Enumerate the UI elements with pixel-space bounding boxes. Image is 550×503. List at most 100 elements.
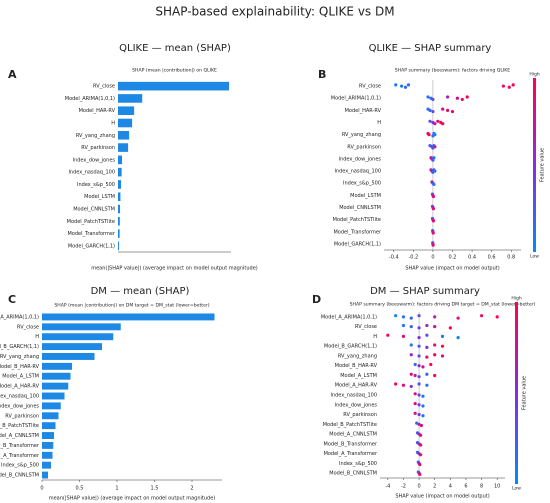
beeswarm-point [425,355,429,359]
bar [118,143,129,152]
beeswarm-point [431,243,435,247]
x-axis-label: mean(|SHAP value|) (average impact on mo… [49,496,216,502]
bar [42,382,69,390]
bar [42,422,56,430]
beeswarm-point [394,314,398,318]
bar [42,461,51,469]
beeswarm-point [401,383,406,387]
colorbar [515,302,518,484]
beeswarm-point [417,336,421,340]
y-tick-label: Index_dow_jones [0,403,39,409]
beeswarm-point [417,314,421,318]
beeswarm-point [421,404,425,408]
beeswarm-point [421,414,425,418]
y-tick-label: Model_ARIMA(1,0,1) [65,96,115,102]
beeswarm-point [401,323,406,328]
bar [42,343,102,351]
bar [42,353,95,360]
bar [118,216,120,226]
beeswarm-point [431,231,435,235]
y-tick-label: H [373,334,377,340]
beeswarm-point [433,343,437,347]
beeswarm-point [409,372,413,376]
x-tick-label: 0.8 [507,255,515,261]
x-tick-label: 0.4 [468,255,476,261]
beeswarm-point [448,326,452,330]
panel-title: DM — mean (SHAP) [91,286,190,297]
x-tick-label: 8 [480,484,483,490]
y-tick-label: Model_CNNLSTM [339,205,381,211]
y-tick-label: Model_HAR-RV [345,108,382,114]
beeswarm-point [425,323,429,328]
bar [42,471,48,479]
bar [118,204,121,214]
y-tick-label: Model_B_GARCH(1,1) [0,344,39,350]
y-tick-label: Model_A_ARIMA(1,0,1) [0,314,39,320]
beeswarm-point [432,182,436,187]
beeswarm-point [417,393,421,397]
x-tick-label: 0 [431,255,434,261]
y-tick-label: Model_B_Transformer [324,441,378,447]
y-tick-label: Model_ARIMA(1,0,1) [331,96,381,102]
beeswarm-point [425,383,429,387]
y-tick-label: Model_GARCH(1,1) [334,241,381,247]
beeswarm-point [440,344,445,348]
x-tick-label: -4 [385,484,390,490]
y-tick-label: Index_nasdaq_100 [0,394,39,400]
y-tick-label: Model_A_LSTM [340,373,377,379]
y-tick-label: Model_B_GARCH(1,1) [324,344,377,350]
y-tick-label: Model_CNNLSTM [73,207,115,213]
y-tick-label: RV_yang_zhang [342,132,381,138]
y-tick-label: Model_Transformer [67,231,115,237]
y-tick-label: RV_close [355,324,377,330]
beeswarm-point [425,372,429,376]
y-tick-label: Index_nasdaq_100 [68,170,115,176]
bar [118,167,122,177]
colorbar [533,78,536,252]
beeswarm-point [417,375,421,379]
x-tick-label: 2 [190,486,193,492]
colorbar-high: High [529,72,539,78]
beeswarm-point [465,95,469,99]
x-tick-label: 0 [417,484,420,490]
beeswarm-point [456,316,460,320]
y-tick-label: Model_A_CNNLSTM [0,433,39,439]
beeswarm-point [446,108,450,112]
x-tick-label: 1 [115,486,118,492]
beeswarm-point [419,423,424,428]
beeswarm-point [401,315,406,319]
y-tick-label: Model_LSTM [84,194,115,200]
bar [42,402,61,410]
y-tick-label: Model_PatchTSTlite [333,217,381,223]
beeswarm-point [419,443,423,447]
x-tick-label: 10 [494,484,500,490]
y-tick-label: Index_dow_jones [339,156,382,162]
beeswarm-point [394,83,398,87]
x-axis-label: SHAP value (impact on model output) [395,494,489,500]
bar [118,180,122,189]
y-tick-label: Model_B_PatchTSTlite [0,423,39,429]
bar [118,118,133,128]
beeswarm-point [431,158,435,162]
y-tick-label: Model_Transformer [333,229,381,235]
y-tick-label: Model_PatchTSTlite [67,219,115,225]
beeswarm-point [418,472,422,476]
bar [118,94,143,103]
beeswarm-point [417,412,421,417]
y-tick-label: Index_s&p_500 [339,461,377,467]
beeswarm-point [417,326,421,330]
beeswarm-point [433,315,437,319]
y-tick-label: Model_A_Transformer [324,451,378,457]
bar [42,333,114,341]
x-tick-label: 0.2 [449,255,457,261]
beeswarm-point [413,401,417,406]
beeswarm-point [436,119,440,123]
beeswarm-point [495,315,499,319]
panel-subtitle: SHAP summary (beeswarm): factors driving… [350,302,536,308]
x-tick-label: 1.5 [151,486,159,492]
beeswarm-point [428,108,432,112]
beeswarm-point [417,382,421,386]
beeswarm-point [433,373,437,378]
panel-title: DM — SHAP summary [370,286,480,297]
beeswarm-point [394,382,398,386]
